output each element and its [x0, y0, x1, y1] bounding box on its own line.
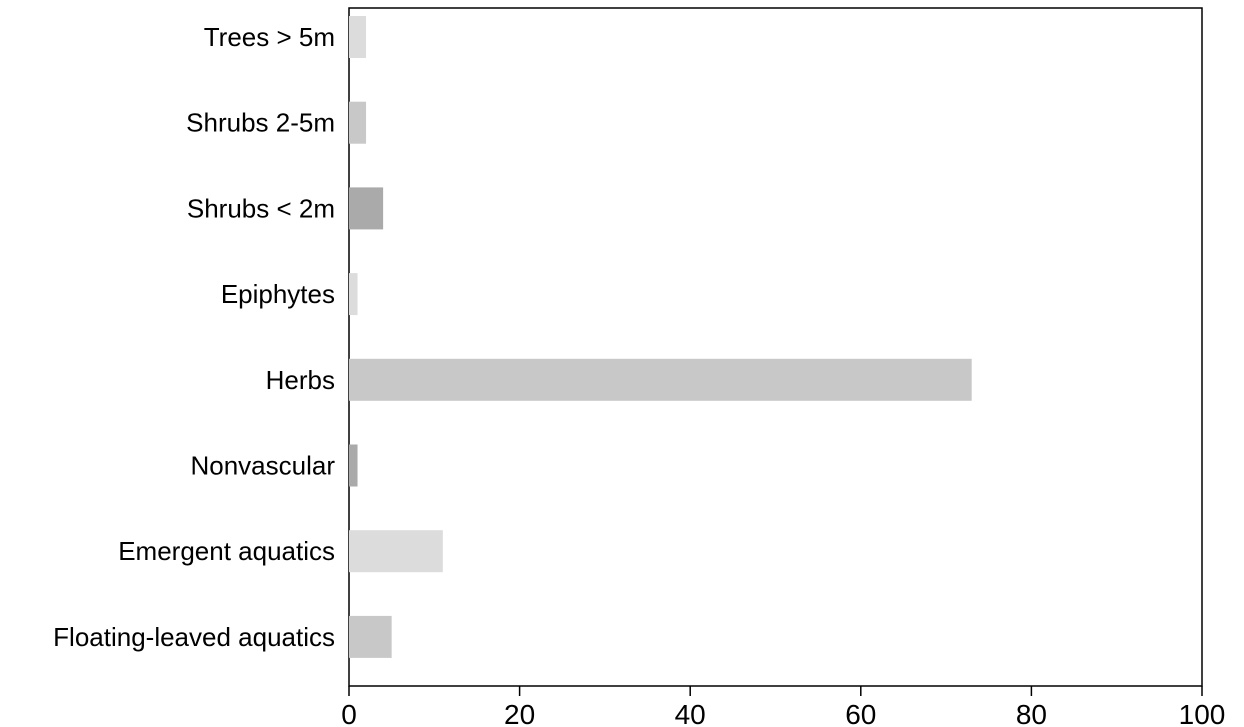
category-label: Shrubs < 2m — [187, 193, 335, 223]
x-tick-label: 40 — [675, 699, 706, 727]
bar — [349, 273, 358, 316]
category-label: Nonvascular — [190, 451, 335, 481]
category-label: Trees > 5m — [204, 22, 335, 52]
bar — [349, 16, 367, 58]
x-tick-label: 20 — [504, 699, 535, 727]
category-labels: Trees > 5m Shrubs 2-5m Shrubs < 2m Epiphyte… — [53, 22, 335, 652]
category-label: Shrubs 2-5m — [186, 108, 335, 138]
bar — [349, 444, 358, 487]
x-tick-label: 0 — [341, 699, 357, 727]
category-label: Emergent aquatics — [118, 536, 335, 566]
x-tick-label: 80 — [1016, 699, 1047, 727]
bar — [349, 615, 392, 658]
x-tick-label: 60 — [845, 699, 876, 727]
bar — [349, 101, 367, 144]
category-label: Herbs — [266, 365, 335, 395]
bar — [349, 530, 443, 573]
bar — [349, 187, 384, 230]
x-axis-ticks: 0 20 40 60 80 100 — [341, 686, 1225, 727]
bar — [349, 358, 972, 401]
category-label: Epiphytes — [221, 279, 335, 309]
plot-frame — [348, 7, 1203, 687]
bars-group — [349, 16, 972, 658]
category-label: Floating-leaved aquatics — [53, 622, 335, 652]
x-tick-label: 100 — [1179, 699, 1226, 727]
